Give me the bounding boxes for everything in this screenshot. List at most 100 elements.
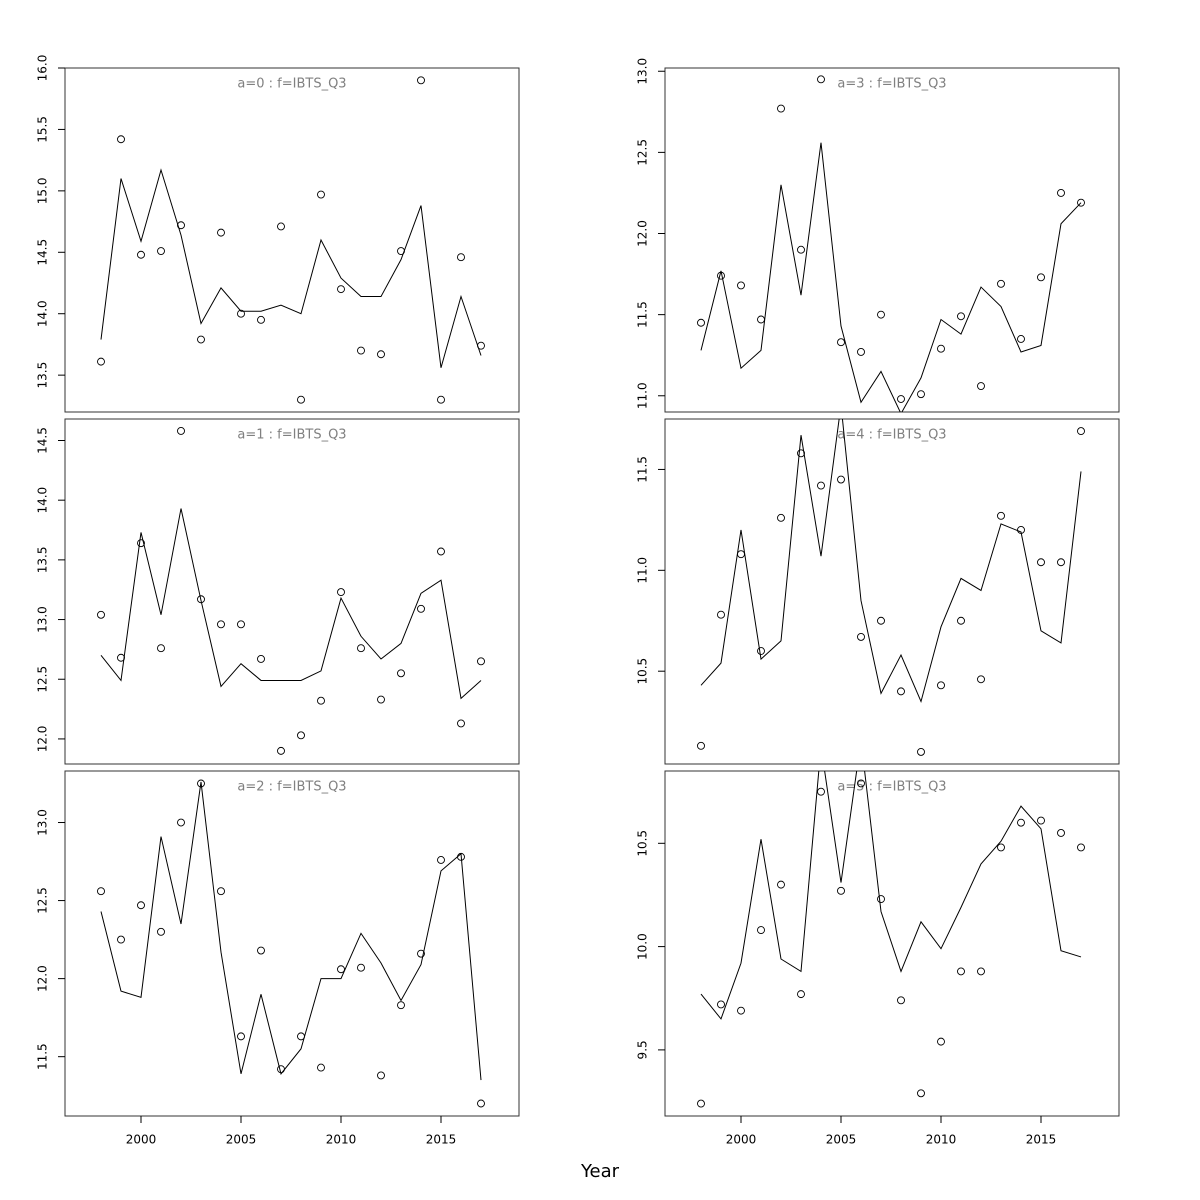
data-point [757,647,765,655]
data-point [477,657,485,666]
data-point [917,747,925,756]
data-point [697,1099,705,1108]
data-point [477,1099,485,1108]
y-tick-label: 13.0 [36,606,50,633]
data-point [997,279,1005,288]
y-tick-label: 11.0 [636,557,650,584]
data-point [1057,558,1065,567]
plot-frame [664,418,1120,765]
data-point [117,135,125,144]
x-tick-label: 2000 [126,1133,157,1147]
plot-frame [64,418,520,765]
data-point [957,312,965,321]
panel: a=2 : f=IBTS_Q3 11.5 12.0 12.5 13.0 2000 2005 2… [36,770,520,1147]
data-point [857,779,865,788]
data-point [757,926,765,935]
data-point [177,426,185,435]
x-tick-label: 2005 [826,1133,857,1147]
plot-frame [64,67,520,413]
data-point [857,348,865,356]
y-tick-label: 15.0 [36,177,50,204]
data-point [857,632,865,641]
data-point [217,887,225,896]
x-tick-label: 2010 [326,1133,357,1147]
data-point [457,719,465,728]
data-point [1057,829,1065,837]
data-point [697,741,705,750]
plot-frame [64,770,520,1117]
data-point [257,315,265,324]
data-point [817,481,825,490]
data-point [217,228,225,237]
y-tick-label: 11.0 [636,382,650,409]
fit-line [100,168,482,368]
data-point [317,190,325,199]
fit-line [700,142,1082,412]
data-point [177,818,185,827]
fit-line [100,508,482,700]
data-point [237,620,245,629]
data-point [797,990,805,999]
y-tick-label: 12.0 [36,965,50,992]
y-tick-label: 11.5 [636,301,650,328]
data-point [417,76,425,85]
data-point [277,222,285,231]
data-point [377,695,385,704]
data-point [717,1000,725,1009]
data-point [737,281,745,290]
data-point [897,687,905,696]
data-point [977,675,985,684]
data-point [157,644,165,653]
data-point [1077,198,1085,207]
fit-line [700,419,1082,703]
y-tick-label: 10.5 [636,658,650,685]
data-point [237,309,245,318]
data-point [257,946,265,955]
data-point [97,887,105,896]
data-point [337,588,345,597]
data-point [977,382,985,390]
data-point [357,644,365,653]
panel: a=1 : f=IBTS_Q3 12.0 12.5 13.0 13.5 14.0 14.5 [36,418,520,765]
data-point [357,963,365,972]
data-point [357,346,365,355]
data-point [437,395,445,404]
data-point [997,511,1005,520]
x-axis-label: Year [580,1161,620,1182]
data-point [377,350,385,359]
fit-line [100,781,482,1081]
data-point [417,949,425,958]
data-point [197,779,205,788]
data-point [1037,273,1045,282]
data-point [777,880,785,889]
panel: a=4 : f=IBTS_Q3 10.5 11.0 11.5 [636,418,1120,765]
data-point [1037,816,1045,825]
data-point [837,475,845,484]
data-point [97,610,105,619]
fit-line [700,771,1082,1020]
data-point [217,620,225,629]
x-tick-label: 2010 [926,1133,957,1147]
data-point [197,335,205,344]
data-point [297,731,305,740]
plot-area [697,75,1085,412]
plot-area [97,426,485,755]
data-point [317,696,325,705]
plot-area [697,771,1085,1108]
data-point [1077,427,1085,436]
data-point [337,285,345,294]
y-tick-label: 12.5 [36,666,50,693]
data-point [1077,843,1085,852]
data-point [1017,335,1025,343]
data-point [137,539,145,548]
y-tick-label: 9.5 [636,1040,650,1059]
data-point [737,550,745,559]
data-point [877,616,885,625]
data-point [957,616,965,625]
data-point [917,390,925,399]
panel-title: a=1 : f=IBTS_Q3 [237,428,346,443]
data-point [297,395,305,404]
data-point [1057,188,1065,197]
